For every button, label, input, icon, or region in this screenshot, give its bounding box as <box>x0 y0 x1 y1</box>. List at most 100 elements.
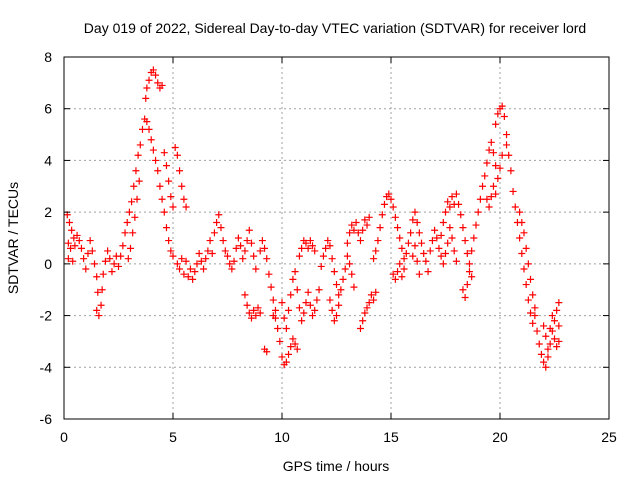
axis-ticks <box>63 56 610 420</box>
data-point <box>391 213 399 221</box>
data-point <box>126 244 134 252</box>
data-point <box>178 255 186 263</box>
data-point <box>317 262 325 270</box>
data-point <box>110 260 118 268</box>
data-point <box>261 244 269 252</box>
data-point <box>232 244 240 252</box>
data-point <box>335 291 343 299</box>
data-point <box>324 237 332 245</box>
data-point <box>487 193 495 201</box>
data-point <box>154 167 162 175</box>
data-point <box>176 167 184 175</box>
data-point <box>73 231 81 239</box>
data-point <box>274 325 282 332</box>
data-point <box>548 312 556 320</box>
data-point <box>483 195 491 203</box>
data-point <box>391 275 399 283</box>
data-point <box>341 265 349 273</box>
data-point <box>446 224 454 232</box>
data-point <box>509 187 517 195</box>
data-point <box>285 306 293 314</box>
data-point <box>346 260 354 268</box>
data-point <box>82 265 90 273</box>
x-tick-label: 0 <box>60 429 68 445</box>
data-point <box>437 252 445 260</box>
data-point <box>428 237 436 245</box>
data-point <box>326 296 334 304</box>
data-point <box>455 200 463 208</box>
data-point <box>295 252 303 260</box>
data-point <box>457 211 465 219</box>
data-point <box>531 312 539 320</box>
data-point <box>304 288 312 296</box>
data-point <box>84 250 92 258</box>
data-point <box>247 239 255 247</box>
data-point <box>180 195 188 203</box>
data-point <box>169 252 177 260</box>
data-point <box>505 151 513 159</box>
data-point <box>200 265 208 273</box>
data-point <box>287 291 295 299</box>
data-point <box>145 76 153 84</box>
data-point <box>75 237 83 245</box>
data-point <box>468 273 476 281</box>
data-point <box>94 288 102 296</box>
data-point <box>291 268 299 276</box>
data-point <box>68 226 76 234</box>
data-point <box>326 242 334 250</box>
data-point <box>254 304 262 312</box>
data-point <box>518 218 526 226</box>
data-point <box>531 304 539 312</box>
data-point <box>465 268 473 276</box>
data-point <box>424 268 432 276</box>
data-point <box>400 255 408 263</box>
data-point <box>402 250 410 258</box>
data-point <box>328 306 336 314</box>
data-point <box>152 71 160 79</box>
data-point <box>370 296 378 304</box>
data-point <box>359 317 367 325</box>
data-point <box>121 229 129 237</box>
data-point <box>396 234 404 242</box>
data-point <box>71 242 79 250</box>
y-tick-label: 0 <box>44 256 52 272</box>
data-point <box>356 237 364 245</box>
data-point <box>544 353 552 361</box>
data-point <box>289 275 297 283</box>
y-tick-label: -2 <box>40 308 53 324</box>
data-point <box>470 234 478 242</box>
data-point <box>461 237 469 245</box>
data-point <box>65 218 73 226</box>
data-point <box>135 177 143 185</box>
data-point <box>98 286 106 294</box>
data-point <box>217 224 225 232</box>
data-point <box>228 265 236 273</box>
data-point <box>311 306 319 314</box>
data-point <box>503 131 511 139</box>
data-point <box>213 218 221 226</box>
data-point <box>162 162 170 170</box>
data-point <box>171 144 179 151</box>
data-point <box>492 120 500 128</box>
data-point <box>311 247 319 255</box>
data-point <box>359 226 367 234</box>
data-point <box>472 221 480 229</box>
data-point <box>300 309 308 317</box>
data-point <box>302 299 310 307</box>
x-tick-labels: 0 5 10 15 20 25 <box>60 429 617 445</box>
data-point <box>219 237 227 245</box>
data-point <box>237 242 245 250</box>
data-point <box>339 275 347 283</box>
data-point <box>250 252 258 260</box>
data-point <box>293 345 301 353</box>
data-point <box>289 335 297 343</box>
grid-lines <box>64 57 609 419</box>
data-point <box>507 167 515 175</box>
data-point <box>271 306 279 314</box>
data-point <box>463 281 471 289</box>
data-point <box>409 216 417 224</box>
data-point <box>411 242 419 250</box>
data-point <box>413 218 421 226</box>
data-point <box>398 244 406 252</box>
data-point <box>125 208 133 216</box>
